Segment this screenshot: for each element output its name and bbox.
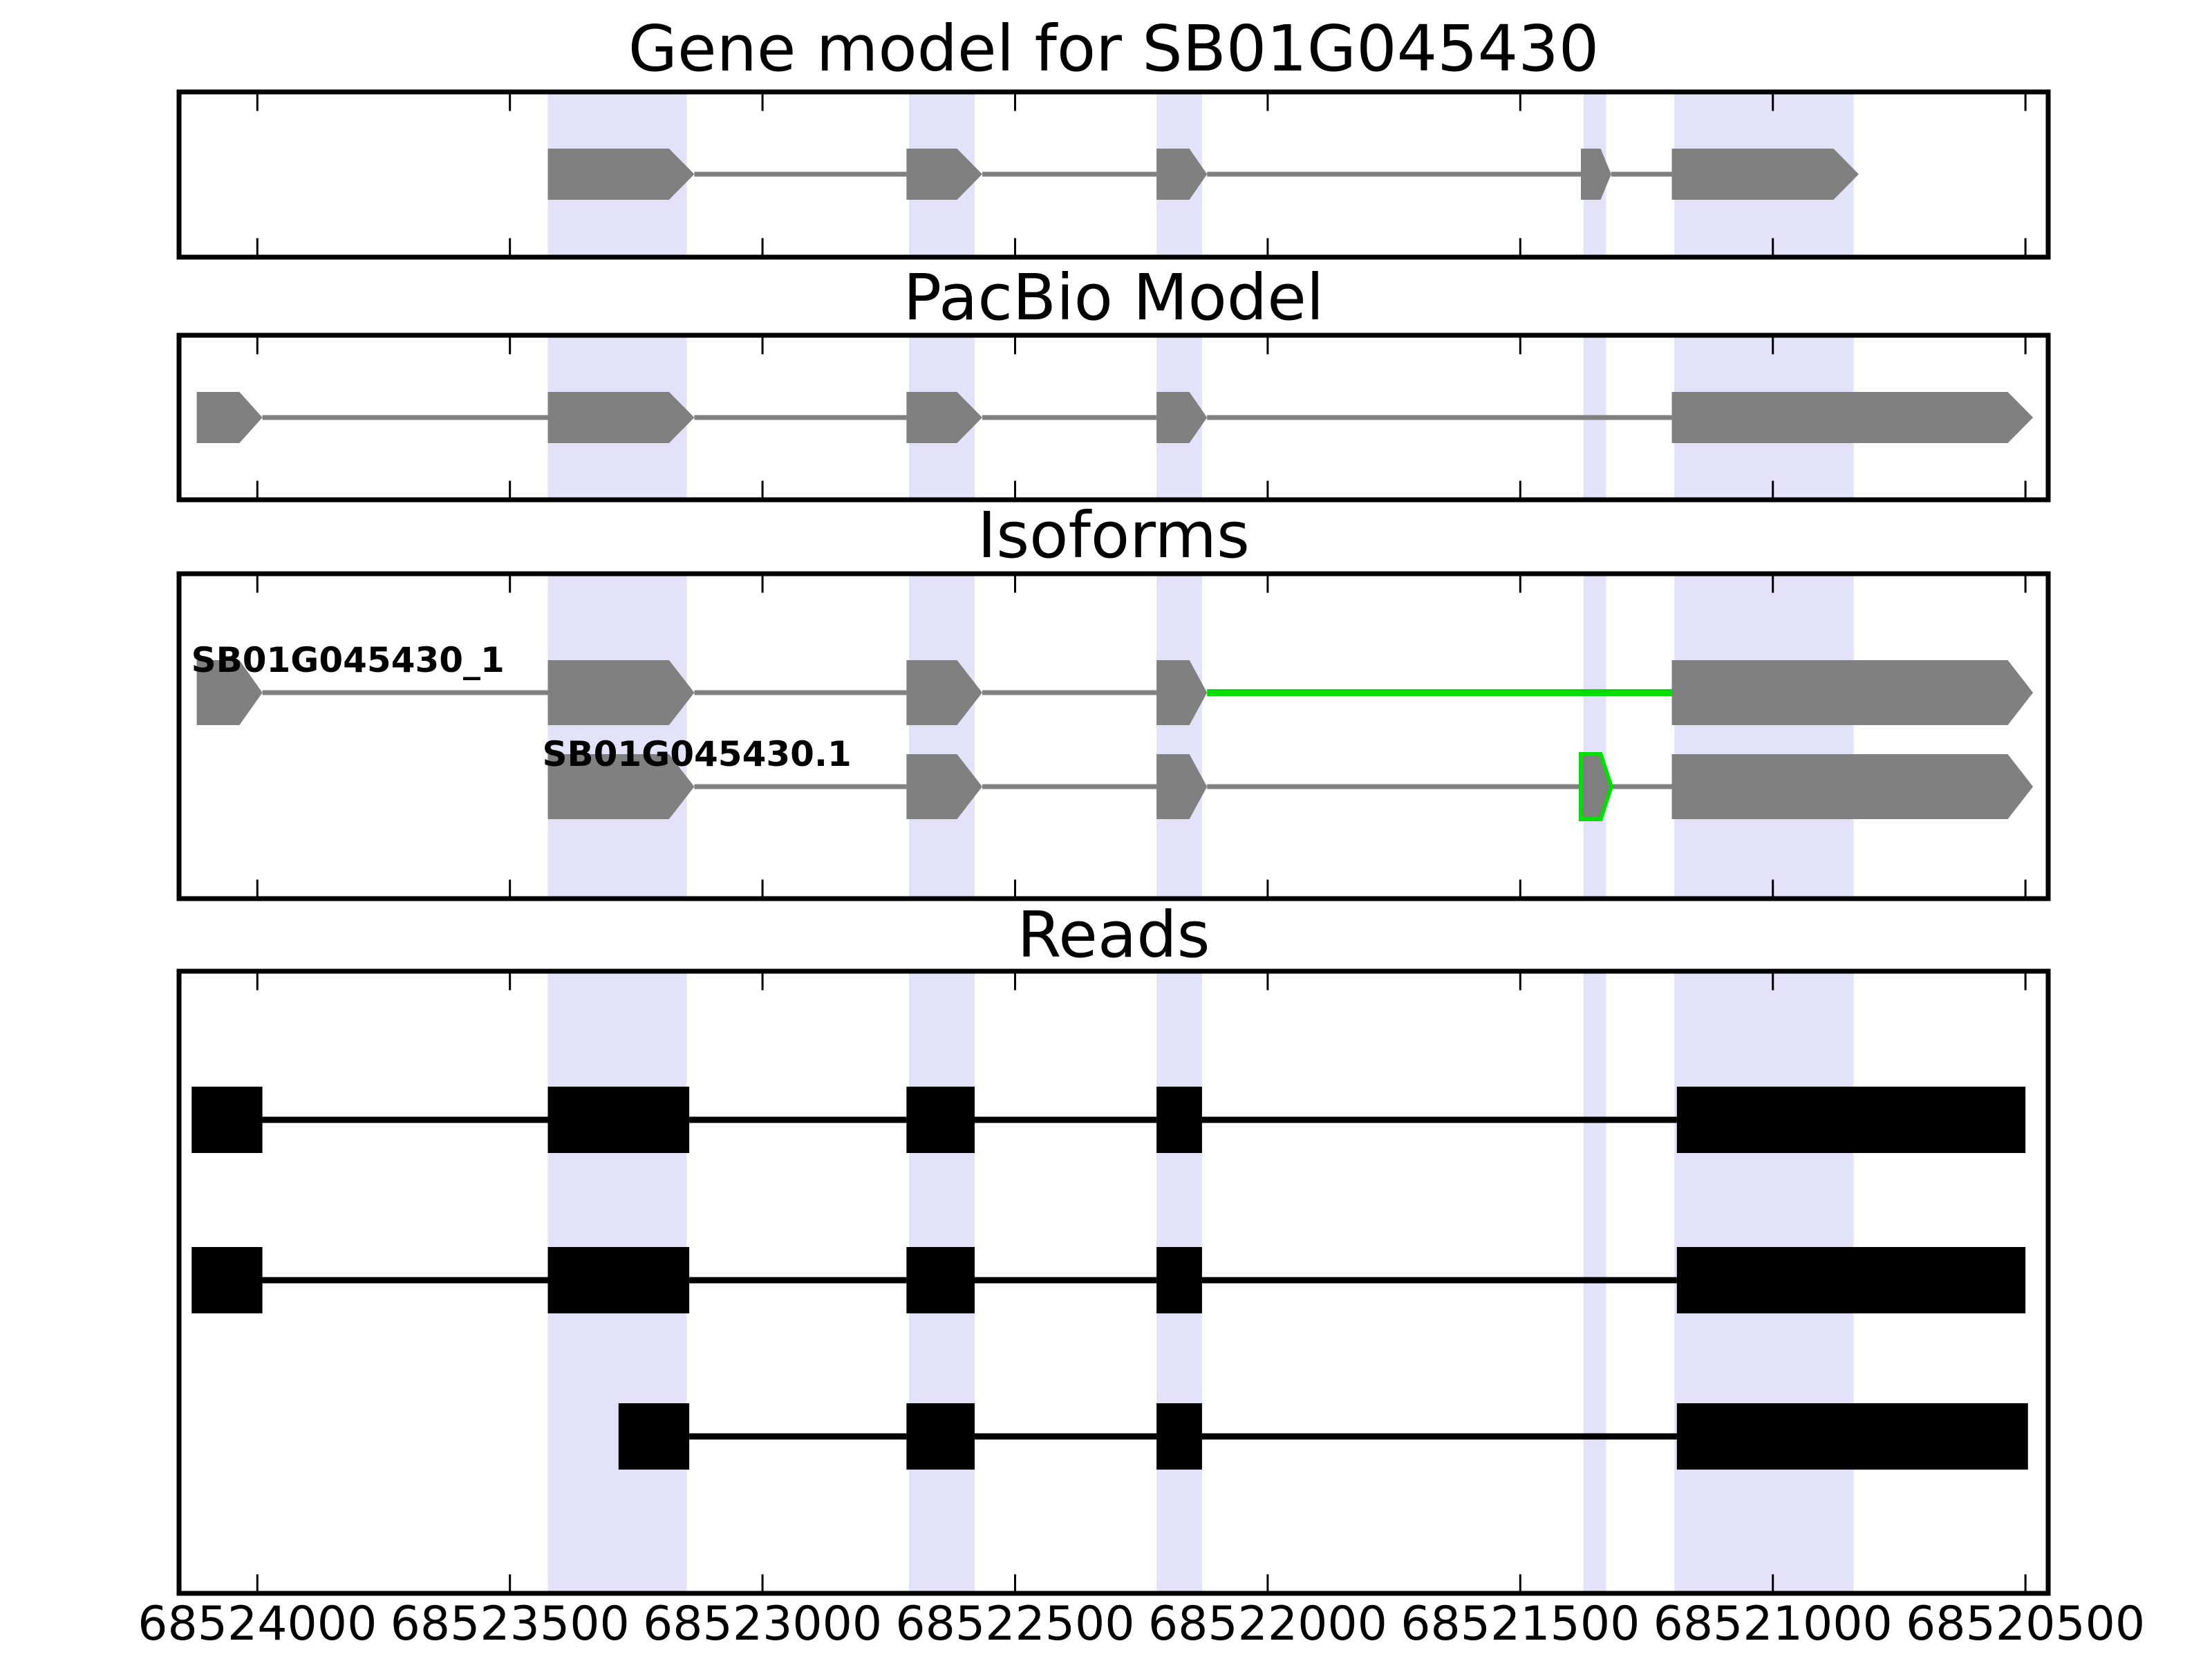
panel-border — [176, 571, 2051, 901]
read-exon-box — [191, 1087, 263, 1153]
read-exon-box — [191, 1247, 263, 1313]
panel-border — [176, 968, 2051, 1596]
exon — [1581, 149, 1611, 200]
read-exon-box — [1156, 1403, 1202, 1470]
highlight-band — [547, 574, 687, 899]
exon — [1671, 660, 2034, 725]
exon — [1156, 660, 1208, 725]
highlight-band — [909, 574, 975, 899]
isoform-label: SB01G045430.1 — [542, 734, 851, 774]
isoform-label: SB01G045430_1 — [191, 640, 505, 680]
isoforms-panel: SB01G045430_1 SB01G045430.1 — [176, 571, 2051, 901]
x-tick-label: 68522000 — [1148, 1597, 1387, 1651]
x-tick-label: 68521500 — [1400, 1597, 1640, 1651]
exon — [1156, 149, 1208, 200]
x-axis-labels: 68524000 68523500 68523000 68522500 68522000… — [138, 1597, 2145, 1651]
read-exon-box — [1676, 1247, 2026, 1313]
exon — [547, 392, 695, 443]
read-exon-box — [1156, 1247, 1202, 1313]
exon — [1671, 754, 2034, 819]
isoforms-panel-title: Isoforms — [977, 498, 1250, 572]
gene_model-panel — [176, 89, 2051, 260]
exon — [547, 149, 695, 200]
panels-container: SB01G045430_1 SB01G045430.1 — [176, 89, 2051, 1596]
exon — [906, 149, 982, 200]
gene-model-panel-title: Gene model for SB01G045430 — [628, 12, 1600, 86]
read-exon-box — [1676, 1403, 2028, 1470]
reads-panel — [176, 968, 2051, 1596]
read-exon-box — [1156, 1087, 1202, 1153]
highlight-band — [1156, 574, 1202, 899]
exon — [547, 754, 695, 819]
reads-panel-title: Reads — [1017, 898, 1210, 972]
x-tick-label: 68520500 — [1906, 1597, 2145, 1651]
x-tick-label: 68524000 — [138, 1597, 377, 1651]
exon — [547, 660, 695, 725]
read-exon-box — [1676, 1087, 2026, 1153]
x-tick-label: 68523000 — [643, 1597, 882, 1651]
exon — [1156, 754, 1208, 819]
pacbio-panel — [176, 332, 2051, 503]
panel-border — [176, 89, 2051, 260]
panel-border — [176, 332, 2051, 503]
x-tick-label: 68523500 — [391, 1597, 630, 1651]
novel-exon — [1579, 752, 1614, 821]
read-exon-box — [547, 1247, 690, 1313]
exon — [906, 392, 982, 443]
exon — [196, 660, 263, 725]
exon — [906, 754, 982, 819]
exon — [1156, 392, 1208, 443]
read-exon-box — [618, 1403, 690, 1470]
exon — [196, 392, 263, 443]
highlight-band — [1674, 574, 1854, 899]
pacbio-panel-title: PacBio Model — [903, 261, 1324, 335]
x-tick-label: 68521000 — [1653, 1597, 1893, 1651]
read-exon-box — [906, 1403, 975, 1470]
read-exon-box — [906, 1247, 975, 1313]
read-exon-box — [906, 1087, 975, 1153]
exon — [1671, 392, 2034, 443]
read-exon-box — [547, 1087, 690, 1153]
x-tick-label: 68522500 — [895, 1597, 1134, 1651]
highlight-band — [1583, 574, 1606, 899]
exon — [1671, 149, 1859, 200]
exon — [906, 660, 982, 725]
